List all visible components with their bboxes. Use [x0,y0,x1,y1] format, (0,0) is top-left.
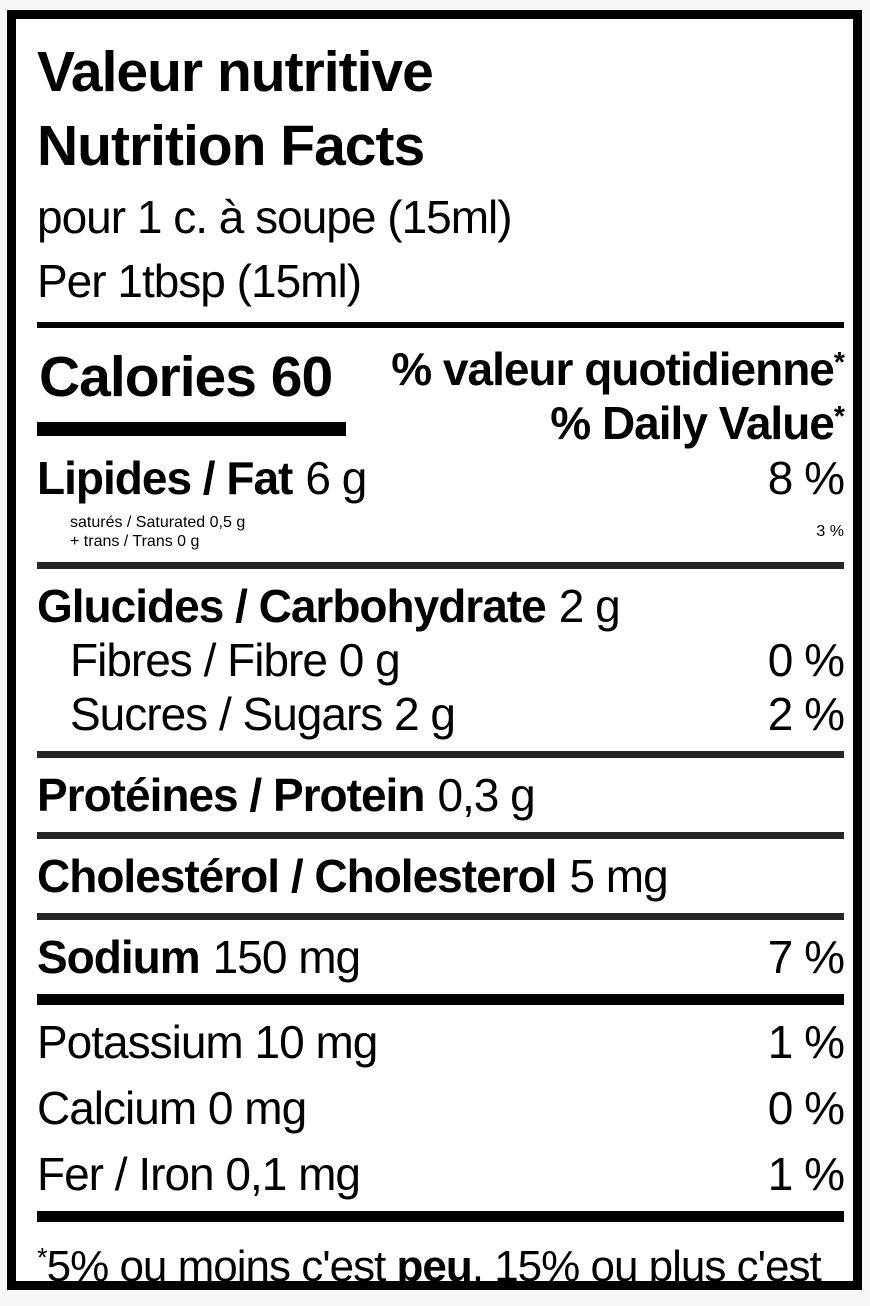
divider-protein-cholesterol [37,831,844,839]
row-fat: Lipides / Fat 6 g 8 % [37,451,845,505]
title-french: Valeur nutritive [37,40,434,104]
row-saturated-label: saturés / Saturated 0,5 g [70,513,246,531]
row-sugars-label: Sucres / Sugars 2 g [70,687,456,740]
row-saturated-trans-dv: 3 % [816,523,844,541]
row-iron-dv: 1 % [767,1147,845,1200]
title-english: Nutrition Facts [37,114,425,179]
daily-value-header: % valeur quotidienne* % Daily Value* [391,342,845,451]
divider-fat-carb [37,561,844,569]
row-cholesterol: Cholestérol / Cholesterol 5 mg [37,849,844,903]
serving-size-english: Per 1tbsp (15ml) [37,254,362,307]
calories-value: Calories 60 [37,342,347,437]
row-potassium-dv: 1 % [767,1015,845,1068]
row-sugars-dv: 2 % [767,687,845,740]
row-calcium-label: Calcium 0 mg [37,1081,307,1134]
daily-value-header-english: % Daily Value* [550,397,845,450]
daily-value-header-french: % valeur quotidienne* [391,343,845,396]
row-sodium-label: Sodium 150 mg [37,930,361,983]
row-fat-label: Lipides / Fat 6 g [37,451,367,504]
row-iron-label: Fer / Iron 0,1 mg [37,1147,361,1200]
asterisk-icon: * [37,1241,48,1273]
row-protein-label: Protéines / Protein 0,3 g [37,768,536,821]
row-cholesterol-label: Cholestérol / Cholesterol 5 mg [37,849,669,902]
nutrition-facts-label: Valeur nutritive Nutrition Facts pour 1 … [7,10,862,1290]
saturated-trans-lines: saturés / Saturated 0,5 g + trans / Tran… [37,513,245,552]
row-sodium: Sodium 150 mg 7 % [37,930,845,984]
footnote: *5% ou moins c'est peu, 15% ou plus c'es… [37,1241,822,1290]
asterisk-icon: * [833,347,845,380]
calories-section: Calories 60 % valeur quotidienne* % Dail… [37,342,845,451]
row-potassium: Potassium 10 mg 1 % [37,1015,845,1069]
row-fibre-dv: 0 % [767,633,845,686]
row-saturated-trans: saturés / Saturated 0,5 g + trans / Tran… [37,513,844,552]
row-iron: Fer / Iron 0,1 mg 1 % [37,1147,845,1201]
row-potassium-label: Potassium 10 mg [37,1015,378,1068]
row-fibre: Fibres / Fibre 0 g 0 % [37,633,845,687]
divider-footnote [37,1210,844,1222]
divider-sodium-minerals [37,993,844,1005]
row-carbohydrate-label: Glucides / Carbohydrate 2 g [37,579,621,632]
row-sugars: Sucres / Sugars 2 g 2 % [37,687,845,741]
row-sodium-dv: 7 % [767,930,845,983]
row-fat-dv: 8 % [767,451,845,504]
divider-carb-protein [37,750,844,758]
row-calcium-dv: 0 % [767,1081,845,1134]
asterisk-icon: * [833,401,845,434]
row-trans-label: + trans / Trans 0 g [70,533,200,551]
row-calcium: Calcium 0 mg 0 % [37,1081,845,1135]
row-protein: Protéines / Protein 0,3 g [37,768,844,822]
serving-size-french: pour 1 c. à soupe (15ml) [37,191,513,244]
divider-cholesterol-sodium [37,912,844,920]
divider-top [37,322,844,329]
row-carbohydrate: Glucides / Carbohydrate 2 g [37,579,844,633]
row-fibre-label: Fibres / Fibre 0 g [70,633,401,686]
